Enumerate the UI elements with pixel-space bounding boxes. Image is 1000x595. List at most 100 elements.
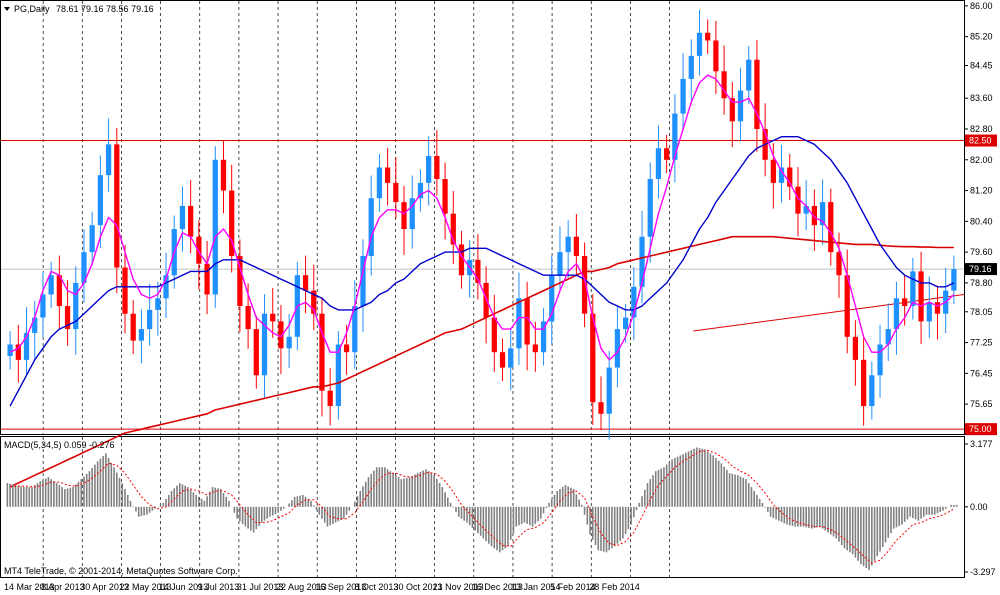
candle-body (491, 317, 497, 353)
y-tick-label: 86.00 (970, 1, 993, 11)
macd-indicator (6, 447, 958, 571)
candle-body (475, 259, 481, 283)
x-tick-label: 5 Feb 2014 (550, 582, 596, 592)
candle-body (655, 148, 662, 180)
candle-body (705, 32, 711, 41)
candle-body (639, 236, 645, 287)
candle-body (803, 205, 809, 214)
x-tick-label: 28 Feb 2014 (589, 582, 640, 592)
x-tick-label: 16 Dec 2013 (472, 582, 523, 592)
candle-body (114, 144, 120, 268)
candle-body (179, 205, 186, 230)
candle-body (261, 313, 268, 376)
x-tick-label: 16 Sep 2013 (315, 582, 366, 592)
y-tick-label: 75.65 (970, 399, 993, 409)
y-tick-label: 82.00 (970, 155, 993, 165)
candle-body (614, 329, 621, 368)
candle-body (532, 344, 538, 353)
macd-signal-line (10, 449, 955, 564)
candle-body (910, 271, 916, 307)
candle-body (360, 255, 366, 307)
x-tick-label: 21 Nov 2013 (433, 582, 484, 592)
candle-body (343, 344, 350, 353)
candles (7, 10, 957, 440)
price-panel-frame (0, 0, 965, 435)
candle-body (32, 317, 38, 333)
candle-body (647, 179, 653, 237)
x-tick-label: 14 Mar 2013 (4, 582, 55, 592)
candle-body (516, 298, 522, 349)
candle-body (409, 198, 415, 230)
candle-body (819, 202, 826, 226)
candle-body (869, 375, 875, 407)
dropdown-arrow-icon[interactable] (4, 7, 10, 11)
x-tick-label: 31 Jul 2013 (237, 582, 284, 592)
candle-body (302, 275, 309, 291)
candle-body (524, 298, 530, 345)
candle-body (631, 286, 637, 318)
candle-body (237, 255, 243, 307)
y-tick-label: 77.25 (970, 338, 993, 348)
macd-y-tick-label: -3.297 (970, 567, 996, 577)
candle-body (721, 71, 727, 99)
y-tick-label: 84.45 (970, 60, 993, 70)
candle-body (15, 344, 21, 360)
y-tick-label: 78.80 (970, 278, 993, 288)
ma-slow-line (9, 235, 954, 488)
candle-body (565, 236, 571, 253)
y-tick-label: 81.20 (970, 186, 993, 196)
candle-body (327, 390, 333, 407)
candle-body (737, 90, 744, 122)
candle-body (155, 298, 161, 310)
y-tick-label: 83.60 (970, 93, 993, 103)
y-tick-label: 80.40 (970, 216, 993, 226)
candle-body (196, 236, 202, 264)
candle-body (926, 302, 932, 322)
candle-body (540, 321, 547, 353)
candle-body (836, 252, 842, 276)
candle-body (368, 198, 374, 256)
ohlc-values: 78.61 79.16 78.56 79.16 (56, 4, 154, 14)
candle-body (417, 182, 424, 199)
candle-body (746, 59, 752, 91)
candle-body (122, 267, 128, 314)
macd-label: MACD(5,34,5) 0.059 -0.276 (4, 440, 115, 450)
copyright-text: MT4 TeleTrade, © 2001-2014, MetaQuotes S… (4, 566, 238, 576)
x-tick-label: 8 Oct 2013 (354, 582, 398, 592)
candle-body (73, 282, 79, 330)
x-tick-label: 14 Jun 2013 (159, 582, 209, 592)
candle-body (606, 367, 612, 414)
candle-body (89, 225, 95, 253)
candle-body (787, 167, 793, 187)
candle-body (754, 59, 760, 129)
candle-body (458, 244, 465, 276)
candle-body (335, 344, 342, 407)
candle-body (105, 144, 112, 176)
candle-body (795, 186, 801, 214)
candle-body (204, 263, 210, 295)
candle-body (434, 155, 440, 180)
candle-body (212, 159, 218, 295)
candle-body (483, 282, 489, 318)
candle-body (253, 329, 259, 376)
candle-body (97, 175, 104, 226)
candle-body (384, 167, 391, 183)
current-price-tag (965, 263, 997, 276)
candle-body (902, 298, 908, 307)
y-tick-label: 82.80 (970, 124, 993, 134)
candle-body (220, 159, 227, 191)
y-tick-label: 85.20 (970, 32, 993, 42)
candle-body (664, 148, 670, 160)
candle-body (48, 275, 54, 295)
candle-body (770, 159, 776, 183)
candle-body (352, 306, 358, 353)
x-tick-label: 13 Jan 2014 (511, 582, 561, 592)
x-tick-label: 30 Apr 2013 (80, 582, 129, 592)
level-lines (1, 140, 965, 430)
x-tick-label: 22 May 2013 (119, 582, 171, 592)
candle-body (23, 332, 30, 360)
candle-body (672, 113, 678, 160)
candle-body (581, 255, 588, 314)
candle-body (245, 306, 251, 330)
